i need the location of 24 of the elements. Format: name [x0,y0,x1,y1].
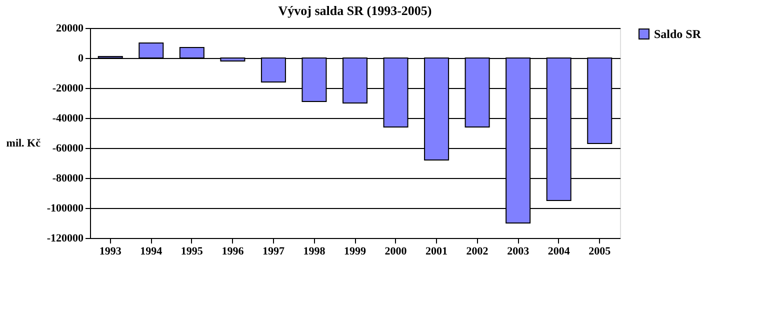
x-tick-label: 1995 [180,246,204,258]
y-tick-label: -40000 [52,112,84,124]
y-tick-label: -60000 [52,142,84,154]
y-tick-label: -20000 [52,82,84,94]
y-tick-label: 20000 [56,22,84,34]
x-tick-label: 1997 [262,246,285,258]
chart-title: Vývoj salda SR (1993-2005) [278,3,432,18]
x-tick-label: 2002 [466,246,489,258]
x-tick-label: 1996 [222,246,244,258]
x-tick-label: 2003 [507,246,530,258]
x-tick-label: 1999 [344,246,366,258]
x-tick-label: 1998 [303,246,326,258]
x-tick-label: 2004 [548,246,570,258]
x-tick-label: 1994 [140,246,163,258]
y-tick-label: -120000 [46,232,84,244]
y-axis-title: mil. Kč [6,138,41,150]
x-tick-label: 2005 [588,246,612,258]
x-tick-label: 2001 [426,246,448,258]
y-tick-label: -100000 [46,202,84,214]
x-tick-label: 1993 [99,246,122,258]
x-tick-label: 2000 [384,246,408,258]
legend-label: Saldo SR [654,27,702,41]
y-tick-label: 0 [78,52,84,64]
y-tick-label: -80000 [52,172,84,184]
